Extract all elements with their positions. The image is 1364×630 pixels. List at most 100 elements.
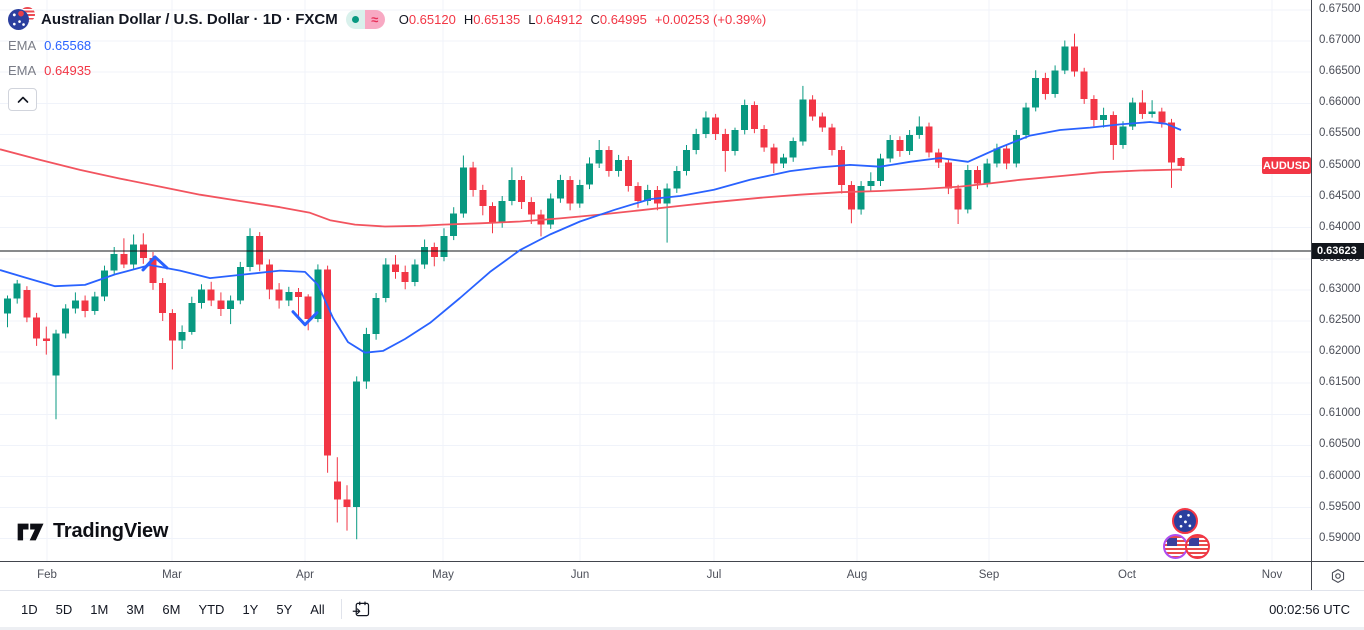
candle bbox=[915, 126, 923, 135]
candle bbox=[421, 247, 429, 265]
us-flag-event-icon[interactable] bbox=[1163, 534, 1188, 559]
candle bbox=[586, 163, 593, 185]
scale-settings-button[interactable] bbox=[1311, 561, 1364, 590]
range-button-1d[interactable]: 1D bbox=[21, 601, 38, 617]
candle bbox=[343, 499, 351, 507]
price-axis-label: 0.65500 bbox=[1319, 127, 1361, 140]
clock-utc-label[interactable]: 00:02:56 UTC bbox=[1269, 601, 1350, 617]
candle bbox=[877, 158, 884, 182]
us-flag-event-icon[interactable] bbox=[1185, 534, 1210, 559]
watermark-label: TradingView bbox=[53, 520, 169, 542]
approx-data-icon: ≈ bbox=[364, 9, 385, 29]
chart-pane[interactable]: Australian Dollar / U.S. Dollar · 1D · F… bbox=[0, 0, 1311, 561]
candle bbox=[469, 167, 477, 190]
candle bbox=[828, 127, 836, 150]
candle bbox=[430, 247, 438, 257]
candle bbox=[867, 181, 875, 187]
market-status-pill[interactable]: ≈ bbox=[345, 9, 385, 29]
candle bbox=[547, 198, 555, 225]
toolbar-divider bbox=[340, 599, 342, 619]
tradingview-watermark: TradingView bbox=[16, 520, 168, 543]
candle bbox=[401, 271, 409, 282]
candle bbox=[1148, 111, 1156, 114]
candle bbox=[838, 150, 846, 185]
candle bbox=[1138, 102, 1146, 114]
ema-slow-line[interactable] bbox=[0, 148, 1182, 228]
up-arrow-annotation[interactable] bbox=[141, 255, 169, 272]
candle bbox=[130, 244, 138, 265]
candle bbox=[974, 169, 981, 184]
ohlc-item: H0.65135 bbox=[463, 11, 521, 27]
candle bbox=[207, 289, 215, 301]
candle bbox=[624, 159, 632, 186]
candle bbox=[576, 184, 584, 204]
candle bbox=[508, 179, 516, 201]
candle bbox=[663, 188, 671, 204]
candle bbox=[13, 283, 21, 299]
price-axis-label: 0.60500 bbox=[1319, 438, 1361, 451]
range-button-6m[interactable]: 6M bbox=[162, 601, 181, 617]
price-axis-label: 0.62000 bbox=[1319, 345, 1361, 358]
ohlc-item: L0.64912 bbox=[528, 11, 583, 27]
range-button-all[interactable]: All bbox=[310, 601, 325, 617]
candle bbox=[983, 163, 991, 184]
candle bbox=[149, 258, 157, 284]
range-button-3m[interactable]: 3M bbox=[126, 601, 145, 617]
calendar-arrow-icon bbox=[352, 601, 369, 616]
symbol-title[interactable]: Australian Dollar / U.S. Dollar · 1D · F… bbox=[41, 10, 338, 28]
price-axis-label: 0.59500 bbox=[1319, 500, 1361, 513]
candle bbox=[1168, 122, 1175, 163]
candle bbox=[1109, 115, 1117, 145]
ohlc-item: O0.65120 bbox=[398, 11, 456, 27]
indicator-row[interactable]: EMA 0.64935 bbox=[8, 58, 766, 82]
candle bbox=[595, 150, 603, 164]
candle bbox=[1012, 135, 1020, 164]
candle bbox=[295, 291, 302, 297]
au-flag-event-icon[interactable] bbox=[1172, 508, 1198, 534]
go-to-date-button[interactable] bbox=[351, 599, 372, 620]
candle bbox=[993, 148, 1001, 164]
range-button-5y[interactable]: 5Y bbox=[276, 601, 293, 617]
candle bbox=[1051, 70, 1059, 94]
collapse-legend-button[interactable] bbox=[8, 88, 37, 111]
candle bbox=[653, 189, 661, 204]
range-button-ytd[interactable]: YTD bbox=[198, 601, 225, 617]
candle bbox=[1022, 107, 1030, 136]
candlestick-chart[interactable] bbox=[0, 0, 1311, 561]
range-button-1y[interactable]: 1Y bbox=[242, 601, 259, 617]
range-button-5d[interactable]: 5D bbox=[55, 601, 73, 617]
candle bbox=[362, 334, 370, 382]
price-axis-label: 0.59000 bbox=[1319, 531, 1361, 544]
candle bbox=[62, 308, 70, 334]
candle bbox=[799, 99, 807, 142]
candle bbox=[1003, 148, 1011, 164]
candle bbox=[33, 317, 41, 339]
candle bbox=[120, 253, 128, 265]
price-axis[interactable]: 0.67500 0.67000 0.66500 0.66000 0.65500 0.650… bbox=[1311, 0, 1364, 561]
time-axis-month-label: Jun bbox=[570, 569, 590, 581]
price-axis-label: 0.64500 bbox=[1319, 189, 1361, 202]
candle bbox=[847, 184, 855, 210]
candle bbox=[372, 298, 380, 335]
candle bbox=[906, 135, 914, 152]
candle bbox=[566, 179, 574, 204]
down-arrow-annotation[interactable] bbox=[291, 310, 319, 327]
candle bbox=[1041, 77, 1049, 94]
range-button-1m[interactable]: 1M bbox=[90, 601, 109, 617]
candle bbox=[440, 235, 448, 257]
candle bbox=[673, 171, 681, 189]
candle bbox=[818, 116, 826, 128]
candle bbox=[4, 298, 11, 314]
candle bbox=[925, 126, 933, 153]
time-axis-month-label: Sep bbox=[978, 569, 1000, 581]
ema-fast-line[interactable] bbox=[0, 121, 1182, 354]
indicator-row[interactable]: EMA 0.65568 bbox=[8, 33, 766, 57]
candle bbox=[411, 264, 419, 282]
time-axis[interactable]: Feb Mar Apr May Jun Jul Aug Sep Oct Nov bbox=[0, 561, 1311, 590]
candle bbox=[324, 269, 332, 456]
candle bbox=[518, 179, 526, 203]
candle bbox=[634, 186, 642, 201]
candle bbox=[459, 167, 467, 214]
indicator-legend: EMA 0.65568 EMA 0.64935 bbox=[8, 33, 766, 82]
